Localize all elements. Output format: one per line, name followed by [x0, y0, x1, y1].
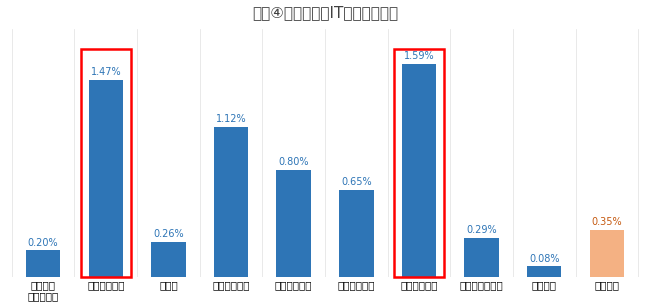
Bar [276, 170, 311, 277]
Bar [590, 230, 624, 277]
Bar [527, 266, 562, 277]
Bar [81, 49, 131, 277]
Bar [26, 250, 60, 277]
Bar [339, 190, 374, 277]
Text: 0.26%: 0.26% [153, 229, 184, 239]
Title: 図表④　地域別：IT技術者の割合: 図表④ 地域別：IT技術者の割合 [252, 6, 398, 21]
Text: 0.08%: 0.08% [529, 254, 560, 264]
Bar [151, 242, 186, 277]
Bar [394, 49, 444, 277]
Text: 1.47%: 1.47% [90, 67, 121, 77]
Text: 0.65%: 0.65% [341, 177, 372, 187]
Text: 0.80%: 0.80% [278, 157, 309, 167]
Bar [214, 127, 248, 277]
Text: 1.12%: 1.12% [216, 114, 246, 124]
Text: 0.20%: 0.20% [28, 238, 58, 247]
Bar [464, 238, 499, 277]
Text: 0.35%: 0.35% [592, 217, 622, 227]
Bar [88, 80, 123, 277]
Bar [402, 64, 436, 277]
Text: 0.29%: 0.29% [466, 225, 497, 235]
Text: 1.59%: 1.59% [404, 51, 434, 61]
